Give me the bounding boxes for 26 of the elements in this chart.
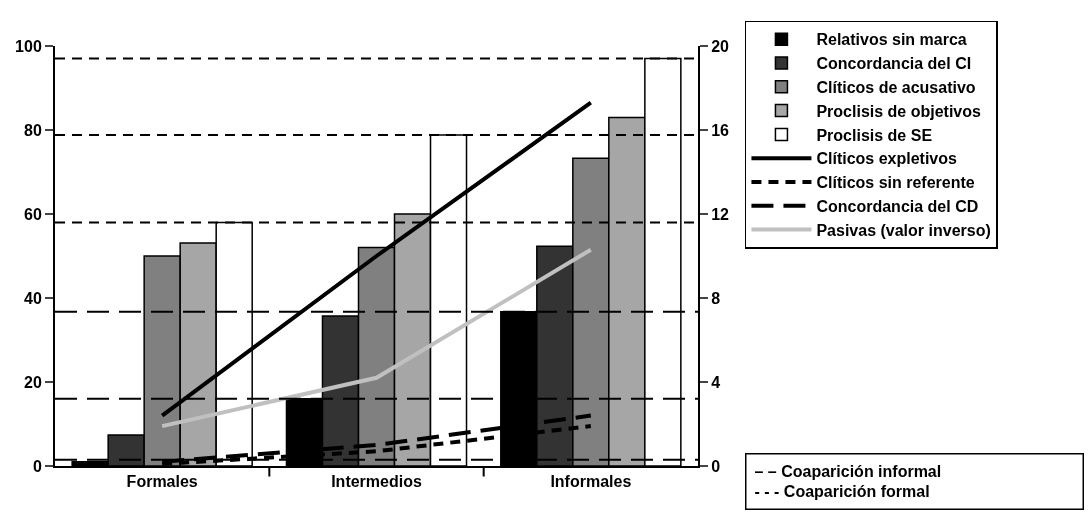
y2-tick-label: 20 — [711, 37, 730, 55]
legend-label: Concordancia del CD — [816, 198, 979, 216]
legend-label: Pasivas (valor inverso) — [816, 221, 991, 239]
x-tick-label: Formales — [126, 473, 198, 491]
y-tick-label: 60 — [24, 205, 42, 223]
y2-tick-label: 4 — [711, 373, 721, 391]
y-tick-label: 0 — [32, 457, 42, 475]
legend-label: Proclisis de SE — [816, 126, 933, 144]
text: – – Coaparición informal — [754, 462, 942, 480]
y-tick-label: 80 — [24, 121, 42, 139]
legend-label: Clíticos sin referente — [816, 174, 975, 192]
y-tick-label: 20 — [24, 373, 42, 391]
y2-tick-label: 8 — [711, 289, 721, 307]
legend-label: Concordancia del CI — [816, 55, 972, 73]
legend-label: Clíticos expletivos — [816, 150, 958, 168]
text: - - - Coaparición formal — [754, 483, 930, 501]
y2-tick-label: 16 — [711, 121, 730, 139]
legend-label: Proclisis de objetivos — [816, 102, 982, 120]
y-tick-label: 40 — [24, 289, 42, 307]
y2-tick-label: 0 — [711, 457, 721, 475]
y2-tick-label: 12 — [711, 205, 730, 223]
y-tick-label: 100 — [15, 37, 42, 55]
x-tick-label: Informales — [550, 473, 632, 491]
legend-label: Clíticos de acusativo — [816, 79, 976, 97]
x-tick-label: Intermedios — [331, 473, 422, 491]
legend-label: Relativos sin marca — [816, 31, 967, 49]
